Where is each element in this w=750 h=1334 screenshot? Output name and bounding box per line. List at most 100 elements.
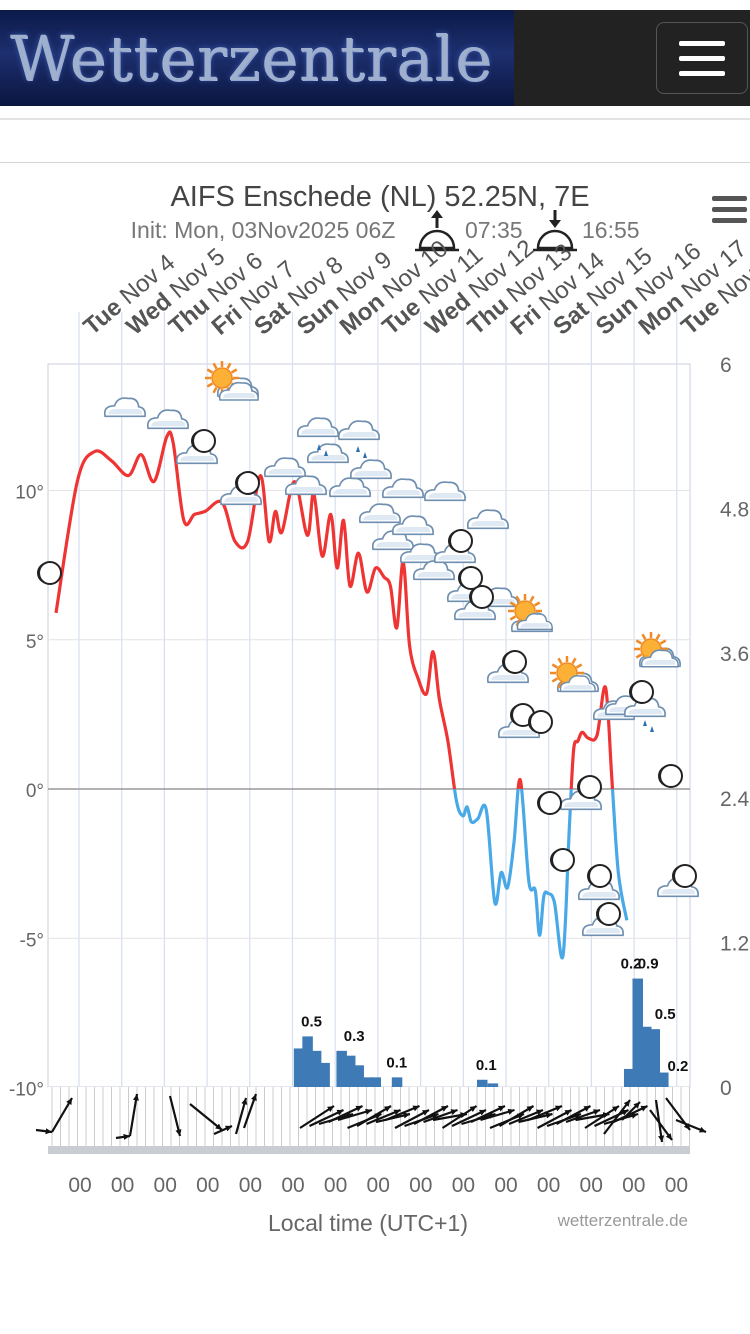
wind-arrow-icon <box>423 1108 458 1124</box>
chart-title: AIFS Enschede (NL) 52.25N, 7E <box>170 181 589 213</box>
time-tick-label: 00 <box>154 1174 177 1197</box>
sun-ray <box>509 601 517 607</box>
wind-arrow-icon <box>565 1108 601 1124</box>
rain-drop <box>643 720 647 726</box>
precip-tick-label: 4.8 <box>720 499 749 522</box>
wind-arrow-head <box>699 1126 706 1133</box>
moon-disc <box>503 650 527 674</box>
cloud-shade <box>564 801 599 808</box>
wind-arrow-icon <box>168 1095 182 1137</box>
sunrise-icon <box>415 210 459 252</box>
temperature-line-above-zero <box>54 430 615 789</box>
cloud-shade <box>628 708 663 715</box>
sun-ray <box>206 382 214 388</box>
moon-shadow <box>577 776 588 798</box>
precip-tick-label: 3.6 <box>720 643 749 666</box>
moon-shadow <box>37 562 48 584</box>
moon-shadow <box>469 586 480 608</box>
sun-ray <box>509 615 517 621</box>
wind-arrow-icon <box>35 1128 53 1135</box>
time-tick-label: 00 <box>111 1174 134 1197</box>
cloud-shade <box>386 489 421 496</box>
moon-disc <box>588 864 612 888</box>
sun-ray <box>551 663 559 669</box>
site-logo[interactable]: Wetterzentrale <box>0 10 514 106</box>
site-header: Wetterzentrale <box>0 10 750 106</box>
time-tick-label: 00 <box>452 1174 475 1197</box>
moon-shadow <box>448 530 459 552</box>
precip-value-label: 0.2 <box>668 1058 689 1075</box>
moon-shadow <box>235 472 246 494</box>
precip-bar <box>370 1077 381 1087</box>
precip-bar <box>658 1072 669 1087</box>
moon-icon <box>458 566 483 590</box>
cloud-shade <box>354 470 389 477</box>
sun-ray <box>655 633 661 641</box>
cloud-icon <box>296 417 339 438</box>
wind-arrow-head <box>564 1110 572 1116</box>
moon-disc <box>597 902 621 926</box>
temperature-line-below-zero <box>452 789 629 960</box>
wind-arrow-head <box>623 1100 630 1107</box>
wind-arrow-head <box>545 1112 553 1119</box>
cloud-icon <box>577 880 620 901</box>
precip-tick-label: 0 <box>720 1077 732 1100</box>
wind-arrow-head <box>393 1109 401 1116</box>
precip-value-label: 0.3 <box>344 1028 365 1045</box>
cloud-shade <box>491 674 526 681</box>
wind-arrow-icon <box>309 1109 344 1127</box>
moon-icon <box>672 864 697 888</box>
sun-ray <box>533 601 541 607</box>
moon-disc <box>630 680 654 704</box>
wind-scrollbar[interactable] <box>48 1146 690 1154</box>
wind-arrow-icon <box>584 1105 620 1129</box>
moon-disc <box>538 791 562 815</box>
wind-arrow-icon <box>441 1105 478 1129</box>
moon-shadow <box>502 651 513 673</box>
wind-arrow-icon <box>527 1104 563 1122</box>
wind-arrow-icon <box>649 1109 673 1141</box>
wind-arrow-shaft <box>189 1103 223 1131</box>
precip-bar <box>391 1077 403 1087</box>
rain-drop <box>650 726 654 732</box>
precip-bar <box>310 1050 322 1087</box>
wind-arrow-head <box>123 1133 130 1140</box>
cloud-icon <box>381 478 424 499</box>
chart-credit: wetterzentrale.de <box>557 1211 688 1230</box>
moon-shadow <box>528 711 539 733</box>
hamburger-menu-icon[interactable] <box>656 22 748 94</box>
wind-arrow-icon <box>594 1109 629 1127</box>
precip-tick-label: 6 <box>720 354 732 377</box>
plot-area <box>47 363 691 1088</box>
sun-ray <box>575 663 583 669</box>
wind-arrow-head <box>225 1125 232 1132</box>
wind-arrow-head <box>336 1109 344 1116</box>
cloud-shade <box>428 492 463 499</box>
chart-init: Init: Mon, 03Nov2025 06Z <box>131 217 396 243</box>
moon-disc <box>38 561 62 585</box>
time-tick-label: 00 <box>367 1174 390 1197</box>
precip-bar <box>641 1026 652 1087</box>
moon-icon <box>629 680 654 704</box>
moon-disc <box>578 775 602 799</box>
cloud-shade <box>404 554 439 561</box>
wind-arrow-head <box>66 1098 72 1105</box>
precip-bar <box>353 1065 364 1087</box>
wind-arrow-icon <box>213 1124 233 1136</box>
moon-shadow <box>537 792 548 814</box>
sun-ray <box>557 657 563 665</box>
wind-arrow-icon <box>536 1109 573 1129</box>
wind-arrow-head <box>507 1108 515 1115</box>
precip-tick-label: 1.2 <box>720 932 749 955</box>
precip-bar <box>361 1077 373 1087</box>
wind-arrow-head <box>215 1123 222 1130</box>
sun-ray <box>226 362 232 370</box>
chart-menu-icon[interactable] <box>712 196 747 223</box>
cloud-shade <box>224 496 259 503</box>
precip-value-label: 0.5 <box>301 1013 322 1030</box>
sun-ray <box>641 633 647 641</box>
sun-ray <box>212 386 218 394</box>
wind-arrow-head <box>45 1128 52 1135</box>
wind-arrow-icon <box>603 1099 631 1135</box>
precip-bar <box>302 1036 313 1087</box>
